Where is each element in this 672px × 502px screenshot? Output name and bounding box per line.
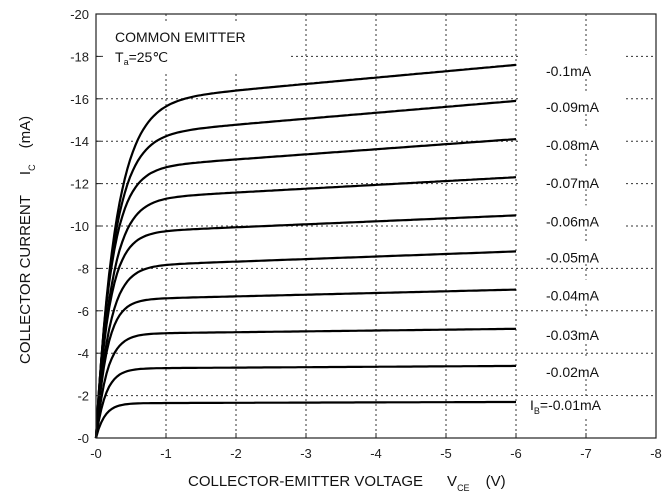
y-tick-label: -12 xyxy=(70,177,89,192)
condition-symbol: T xyxy=(115,49,124,65)
curve-label-bg xyxy=(518,279,624,302)
y-tick-label: -14 xyxy=(70,134,89,149)
y-axis-subscript: C xyxy=(27,164,37,171)
y-tick-label: -2 xyxy=(77,389,89,404)
condition-box xyxy=(104,22,288,72)
ticks: -0 -1 -2 -3 -4 -5 -6 -7 -8 -0 -2 -4 -6 -8 -10 -12 -14 -16… xyxy=(70,7,662,461)
chart-title: COMMON EMITTER xyxy=(115,29,246,45)
curve xyxy=(94,138,517,439)
y-tick-label: -4 xyxy=(77,346,89,361)
curve-label-bg xyxy=(518,205,624,228)
curve xyxy=(94,99,517,439)
curve-label-bg xyxy=(518,318,624,341)
curve-label-bg xyxy=(518,54,624,77)
curve-label: -0.03mA xyxy=(546,327,600,343)
curve-label-bg xyxy=(518,90,624,113)
curve-label: -0.07mA xyxy=(546,175,600,191)
y-tick-label: -10 xyxy=(70,219,89,234)
y-axis-text: COLLECTOR CURRENT xyxy=(17,195,34,364)
curve xyxy=(94,250,517,439)
curve xyxy=(94,214,517,439)
curve xyxy=(94,63,517,439)
curve xyxy=(94,288,517,439)
curve-label: -0.09mA xyxy=(546,99,600,115)
x-tick-label: -6 xyxy=(510,446,522,461)
y-axis-unit: (mA) xyxy=(17,116,34,149)
curve-label: -0.08mA xyxy=(546,137,600,153)
x-tick-label: -5 xyxy=(440,446,452,461)
x-tick-label: -2 xyxy=(230,446,242,461)
curve xyxy=(94,176,517,439)
y-tick-label: -6 xyxy=(77,304,89,319)
curve-label: -0.05mA xyxy=(546,249,600,265)
x-axis-unit: (V) xyxy=(486,473,506,490)
y-axis-title: COLLECTOR CURRENT IC (mA) xyxy=(17,116,37,364)
y-tick-label: -20 xyxy=(70,7,89,22)
x-tick-label: -8 xyxy=(650,446,662,461)
curve-label: -0.06mA xyxy=(546,213,600,229)
condition-text: =25℃ xyxy=(129,49,168,65)
curve-label-bg xyxy=(518,129,624,152)
x-axis-symbol: V xyxy=(447,473,457,490)
y-tick-label: -18 xyxy=(70,49,89,64)
curve-label-bg xyxy=(518,395,624,418)
x-tick-label: -4 xyxy=(370,446,382,461)
curve xyxy=(94,364,516,439)
curve-label: IB=-0.01mA xyxy=(530,397,602,416)
curve-label-bg xyxy=(518,167,624,190)
x-tick-label: -3 xyxy=(300,446,312,461)
x-tick-label: -0 xyxy=(90,446,102,461)
y-tick-label: -0 xyxy=(77,431,89,446)
x-axis-title: COLLECTOR-EMITTER VOLTAGE VCE (V) xyxy=(188,473,506,493)
curve xyxy=(94,327,517,439)
curve-label: -0.1mA xyxy=(546,63,592,79)
y-tick-label: -8 xyxy=(77,261,89,276)
curve-label-bg xyxy=(518,241,624,264)
curve-label: -0.02mA xyxy=(546,364,600,380)
curves xyxy=(94,63,517,439)
y-tick-label: -16 xyxy=(70,92,89,107)
condition-label: Ta=25℃ xyxy=(115,49,168,67)
condition-subscript: a xyxy=(124,57,129,67)
curve-label-bg xyxy=(518,355,624,378)
curve-labels: -0.1mA -0.09mA -0.08mA -0.07mA -0.06mA -0.05m… xyxy=(518,54,624,418)
y-axis-symbol: I xyxy=(17,171,34,175)
grid xyxy=(96,14,656,438)
x-axis-text: COLLECTOR-EMITTER VOLTAGE xyxy=(188,473,423,490)
curve-label: -0.04mA xyxy=(546,288,600,304)
x-tick-label: -7 xyxy=(580,446,592,461)
plot-frame xyxy=(95,13,657,439)
x-tick-label: -1 xyxy=(160,446,172,461)
curve xyxy=(94,400,516,439)
x-axis-subscript: CE xyxy=(457,483,470,493)
